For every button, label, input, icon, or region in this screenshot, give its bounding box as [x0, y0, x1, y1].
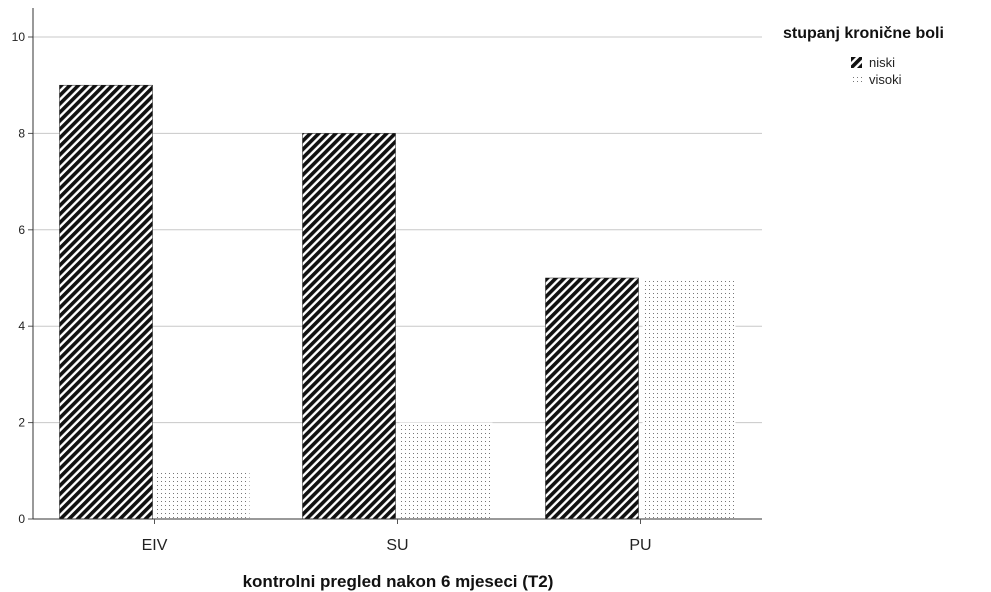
- y-tick-label: 0: [18, 512, 25, 526]
- bars: [59, 84, 736, 520]
- y-tick-label: 8: [18, 126, 25, 140]
- bar-visoki-eiv: [156, 470, 250, 519]
- x-tick-label: PU: [629, 537, 651, 554]
- bar-visoki-su: [399, 422, 493, 519]
- y-tick-label: 6: [18, 223, 25, 237]
- x-tick-label: EIV: [142, 537, 168, 554]
- y-tick-label: 10: [12, 30, 26, 44]
- legend: stupanj kronične boli niski visoki: [783, 25, 944, 87]
- x-tick-label: SU: [386, 537, 408, 554]
- x-axis-label: kontrolni pregled nakon 6 mjeseci (T2): [243, 572, 554, 591]
- bar-niski-eiv: [59, 84, 153, 520]
- legend-swatch-visoki: [851, 74, 862, 85]
- bar-visoki-pu: [642, 278, 736, 519]
- legend-swatch-niski: [851, 57, 862, 68]
- y-tick-label: 4: [18, 319, 25, 333]
- bar-niski-pu: [545, 277, 639, 520]
- axes: 0 2 4 6 8 10 EIV SU PU: [12, 8, 762, 554]
- y-tick-label: 2: [18, 416, 25, 430]
- bar-niski-su: [302, 133, 396, 520]
- legend-label-visoki: visoki: [869, 72, 902, 87]
- grid-lines: [33, 36, 762, 424]
- legend-label-niski: niski: [869, 55, 895, 70]
- legend-title: stupanj kronične boli: [783, 25, 944, 42]
